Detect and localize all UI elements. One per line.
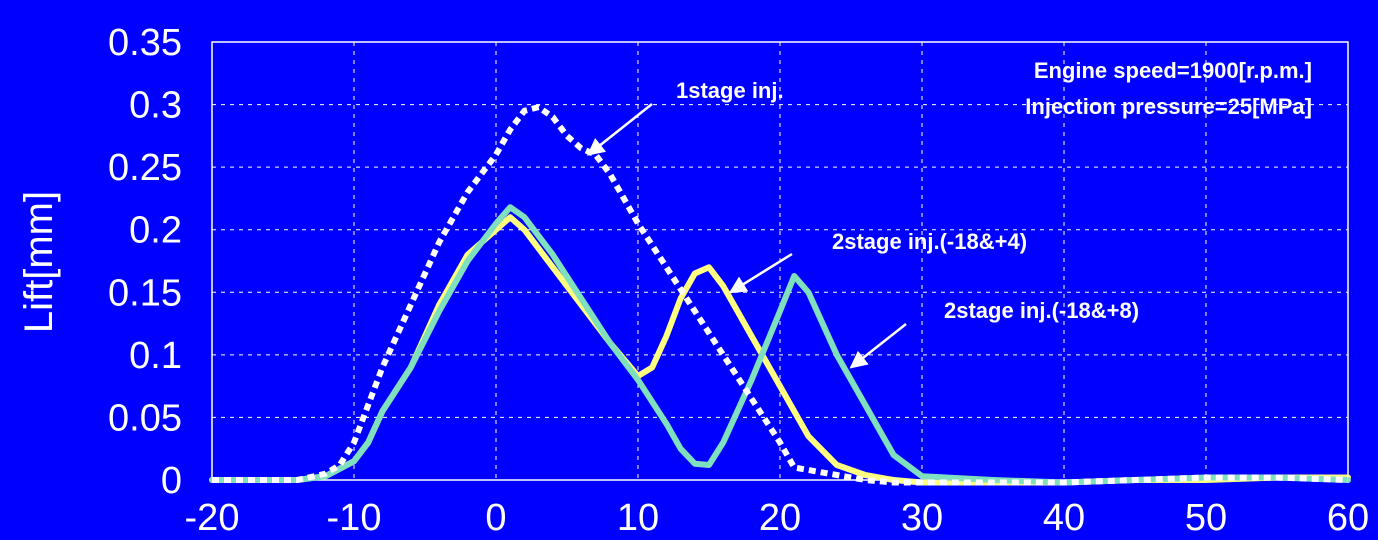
y-tick-label: 0.3 [129,85,182,127]
y-tick-label: 0.05 [108,397,182,439]
y-tick-label: 0 [161,460,182,502]
x-tick-label: 0 [485,497,506,539]
x-tick-label: 30 [901,497,943,539]
x-tick-label: 10 [617,497,659,539]
annotation-arrows [586,103,907,369]
x-tick-label: -20 [185,497,240,539]
y-tick-label: 0.2 [129,210,182,252]
y-axis-ticks: 0 0.05 0.1 0.15 0.2 0.25 0.3 0.35 [108,22,182,502]
annotation-1stage: 1stage inj. [676,78,784,103]
x-tick-label: 60 [1327,497,1369,539]
grid-lines [212,42,1348,480]
y-tick-label: 0.35 [108,22,182,64]
y-tick-label: 0.25 [108,147,182,189]
series-line-2 [209,204,1351,486]
x-tick-label: 50 [1185,497,1227,539]
data-series [209,104,1351,486]
annotation-arrow [849,323,907,369]
annotation-2stage-4: 2stage inj.(-18&+4) [832,229,1027,254]
annotation-arrow [728,252,793,294]
x-tick-label: 20 [759,497,801,539]
y-tick-label: 0.15 [108,272,182,314]
x-axis-ticks: -20 -10 0 10 20 30 40 50 60 [185,497,1370,539]
annotation-arrow [586,103,653,156]
y-tick-label: 0.1 [129,335,182,377]
annotation-2stage-8: 2stage inj.(-18&+8) [944,298,1139,323]
condition-engine-speed: Engine speed=1900[r.p.m.] [1034,58,1312,83]
y-axis-label: Lift[mm] [17,191,61,333]
x-tick-label: 40 [1043,497,1085,539]
plot-frame [211,41,1349,481]
x-tick-label: -10 [327,497,382,539]
condition-injection-pressure: Injection pressure=25[MPa] [1025,94,1312,119]
